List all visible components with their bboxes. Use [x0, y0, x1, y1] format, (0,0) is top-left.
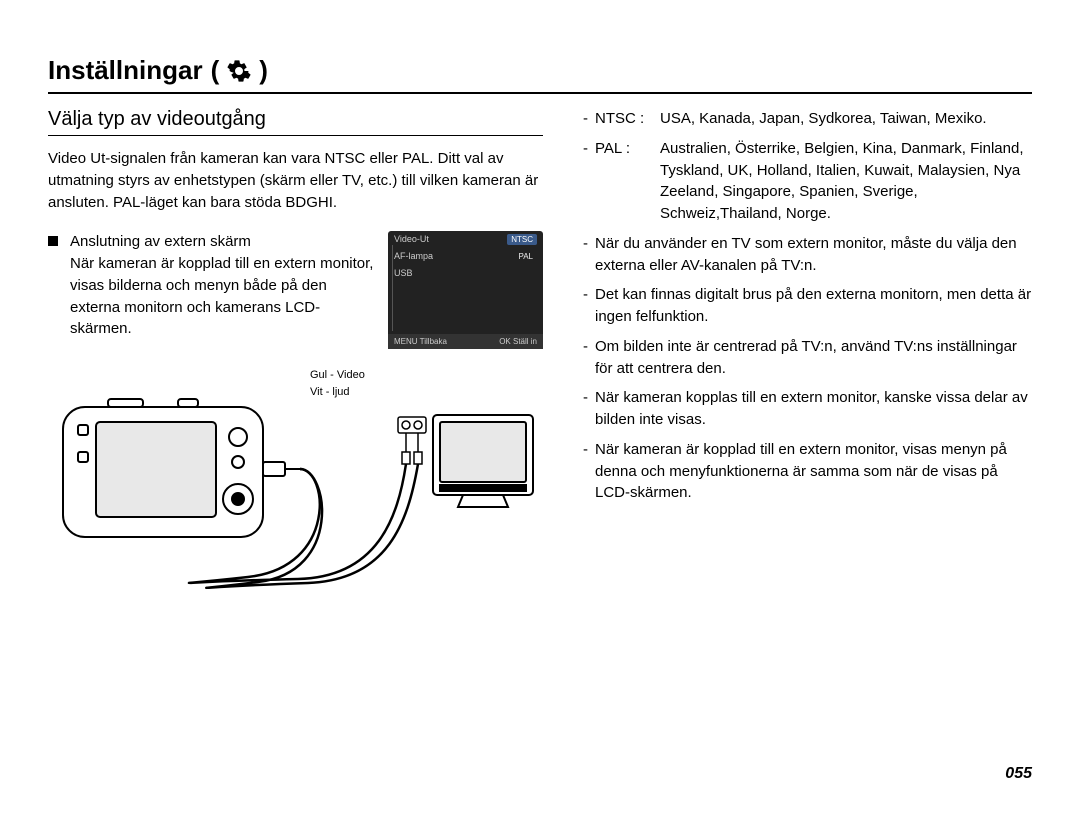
menu-row: Video-Ut NTSC — [388, 231, 543, 248]
menu-label: Video-Ut — [394, 234, 429, 245]
list-text: När kameran kopplas till en extern monit… — [595, 387, 1032, 431]
menu-screenshot: Video-Ut NTSC AF-lampa PAL USB MENU Till… — [388, 231, 543, 349]
dash-icon: - — [583, 387, 595, 431]
list-item: - NTSC : USA, Kanada, Japan, Sydkorea, T… — [583, 108, 1032, 130]
page-title: Inställningar — [48, 55, 203, 86]
menu-set: OK Ställ in — [499, 337, 537, 346]
key-label: NTSC — [595, 110, 636, 127]
list-item: - När kameran är kopplad till en extern … — [583, 439, 1032, 504]
list-item: - När kameran kopplas till en extern mon… — [583, 387, 1032, 431]
content-columns: Välja typ av videoutgång Video Ut-signal… — [48, 108, 1032, 597]
dash-icon: - — [583, 108, 595, 130]
intro-text: Video Ut-signalen från kameran kan vara … — [48, 148, 543, 213]
paren-open: ( — [211, 55, 220, 86]
external-screen-block: Anslutning av extern skärm När kameran ä… — [48, 231, 543, 349]
list-value: Australien, Österrike, Belgien, Kina, Da… — [660, 138, 1032, 225]
external-heading: Anslutning av extern skärm — [70, 233, 251, 250]
list-key: PAL : — [595, 138, 660, 225]
list-kv: PAL : Australien, Österrike, Belgien, Ki… — [595, 138, 1032, 225]
gear-icon — [227, 59, 251, 83]
menu-label: USB — [394, 268, 413, 278]
dash-icon: - — [583, 284, 595, 328]
list-text: När kameran är kopplad till en extern mo… — [595, 439, 1032, 504]
dash-icon: - — [583, 138, 595, 225]
list-key: NTSC : — [595, 108, 660, 130]
left-column: Välja typ av videoutgång Video Ut-signal… — [48, 108, 543, 597]
list-kv: NTSC : USA, Kanada, Japan, Sydkorea, Tai… — [595, 108, 1032, 130]
menu-back-icon: MENU — [394, 337, 418, 346]
list-text: Om bilden inte är centrerad på TV:n, anv… — [595, 336, 1032, 380]
menu-set-icon: OK — [499, 337, 511, 346]
connection-illustration: Gul - Video Vit - ljud — [48, 367, 543, 597]
paren-close: ) — [259, 55, 268, 86]
dash-icon: - — [583, 233, 595, 277]
manual-page: Inställningar ( ) Välja typ av videoutgå… — [0, 0, 1080, 815]
page-number: 055 — [1005, 765, 1032, 783]
list-text: Det kan finnas digitalt brus på den exte… — [595, 284, 1032, 328]
cable-captions: Gul - Video Vit - ljud — [310, 367, 365, 400]
dash-icon: - — [583, 439, 595, 504]
page-title-row: Inställningar ( ) — [48, 55, 1032, 94]
right-column: - NTSC : USA, Kanada, Japan, Sydkorea, T… — [583, 108, 1032, 597]
section-heading: Välja typ av videoutgång — [48, 108, 543, 136]
list-item: - Om bilden inte är centrerad på TV:n, a… — [583, 336, 1032, 380]
bullet-square-icon — [48, 236, 58, 246]
menu-pal-option: PAL — [514, 251, 537, 262]
menu-row: USB — [388, 265, 543, 281]
list-item: - PAL : Australien, Österrike, Belgien, … — [583, 138, 1032, 225]
notes-list: - NTSC : USA, Kanada, Japan, Sydkorea, T… — [583, 108, 1032, 504]
menu-row: AF-lampa PAL — [388, 248, 543, 265]
external-block-text: Anslutning av extern skärm När kameran ä… — [70, 231, 376, 349]
menu-back-label: Tillbaka — [420, 337, 447, 346]
list-value: USA, Kanada, Japan, Sydkorea, Taiwan, Me… — [660, 108, 987, 130]
external-body: När kameran är kopplad till en extern mo… — [70, 255, 373, 337]
list-item: - När du använder en TV som extern monit… — [583, 233, 1032, 277]
menu-label: AF-lampa — [394, 251, 433, 262]
menu-back: MENU Tillbaka — [394, 337, 447, 346]
key-label: PAL — [595, 140, 622, 157]
list-item: - Det kan finnas digitalt brus på den ex… — [583, 284, 1032, 328]
illustration-svg — [48, 367, 543, 597]
caption-yellow: Gul - Video — [310, 367, 365, 384]
menu-ntsc-option: NTSC — [507, 234, 537, 245]
menu-set-label: Ställ in — [513, 337, 537, 346]
menu-footer: MENU Tillbaka OK Ställ in — [388, 334, 543, 349]
dash-icon: - — [583, 336, 595, 380]
list-text: När du använder en TV som extern monitor… — [595, 233, 1032, 277]
caption-white: Vit - ljud — [310, 384, 365, 401]
menu-side-line — [392, 245, 393, 331]
